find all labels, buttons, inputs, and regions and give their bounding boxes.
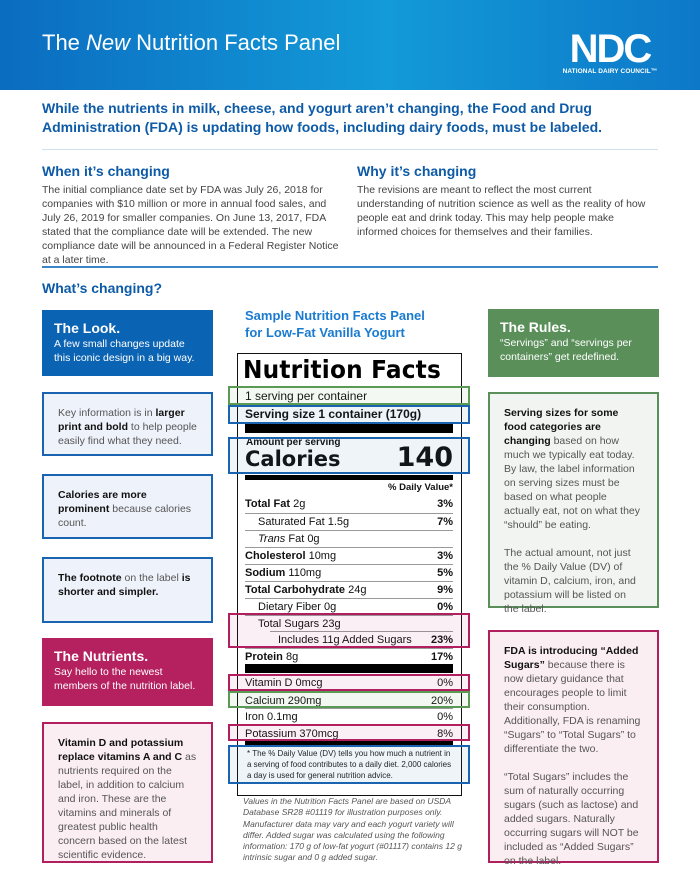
highlight-sugars (228, 613, 470, 648)
daily-value: 0% (437, 600, 453, 613)
daily-value: 0% (437, 677, 453, 689)
the-rules-text: “Servings” and “servings per containers”… (500, 337, 632, 363)
nutrient-row: Protein 8g 17% (245, 648, 453, 664)
nutrient-row: Sodium 110mg 5% (245, 564, 453, 580)
daily-value: 17% (430, 650, 453, 663)
nutrient-name: Total Carbohydrate 24g (245, 583, 367, 596)
nutrient-row: Dietary Fiber 0g 0% (245, 598, 453, 614)
nutrient-row: Cholesterol 10mg 3% (245, 547, 453, 563)
daily-value: 7% (437, 515, 453, 528)
nutrient-name: Cholesterol 10mg (245, 549, 337, 562)
bold-text: Serving sizes for some food categories a… (504, 407, 619, 447)
daily-value: 23% (430, 633, 453, 646)
daily-value-header: % Daily Value* (388, 482, 453, 493)
highlight-calcium (228, 691, 470, 708)
data-source-note: Values in the Nutrition Facts Panel are … (243, 796, 462, 863)
nutrient-name: Iron 0.1mg (245, 710, 298, 723)
divider (42, 266, 658, 268)
the-nutrients-title: The Nutrients. (54, 648, 149, 664)
nutrient-row: Total Carbohydrate 24g 9% (245, 581, 453, 597)
nutrient-row: Saturated Fat 1.5g 7% (245, 513, 453, 529)
bold-text: is shorter and simpler. (58, 572, 191, 598)
daily-value: 9% (437, 583, 453, 596)
the-look-box: The Look. A few small changes update thi… (42, 310, 213, 376)
nutrient-name: Includes 11g Added Sugars (278, 633, 412, 646)
when-text: The initial compliance date set by FDA w… (42, 184, 339, 266)
sample-panel-title: Sample Nutrition Facts Panel for Low-Fat… (245, 308, 425, 340)
highlight-potassium (228, 724, 470, 741)
nutrient-row: Total Fat 2g 3% (245, 496, 453, 512)
the-nutrients-text: Say hello to the newest members of the n… (54, 666, 196, 692)
nutrient-name: Trans Fat 0g (258, 532, 320, 545)
the-rules-title: The Rules. (500, 319, 571, 335)
daily-value: 20% (430, 694, 453, 707)
the-look-title: The Look. (54, 320, 121, 336)
the-look-text: A few small changes update this iconic d… (54, 338, 195, 364)
nutrient-name: Dietary Fiber 0g (258, 600, 337, 613)
nutrient-name: Total Sugars 23g (258, 617, 341, 630)
label-footnote: * The % Daily Value (DV) tells you how m… (247, 749, 452, 780)
intro-text: While the nutrients in milk, cheese, and… (42, 100, 603, 135)
whats-changing-heading: What’s changing? (42, 280, 163, 296)
nutrient-row: Total Sugars 23g (245, 615, 453, 631)
body-text: to help people easily find what they nee… (58, 421, 197, 447)
daily-value: 3% (437, 549, 453, 562)
medium-divider (245, 741, 453, 746)
daily-value: 8% (437, 727, 453, 740)
highlight-footnote (228, 745, 470, 784)
calories-label: Calories (245, 447, 341, 471)
nutrient-name: Protein 8g (245, 650, 299, 663)
page-title: The New Nutrition Facts Panel (42, 30, 341, 55)
highlight-servings (228, 386, 470, 405)
added-sugars-info-box: FDA is introducing “Added Sugars” becaus… (488, 630, 659, 867)
look-info-box: Calories are more prominent because calo… (42, 474, 213, 539)
nutrient-row: Includes 11g Added Sugars 23% (270, 631, 453, 647)
ndc-logo: NDC NATIONAL DAIRY COUNCIL™ (562, 27, 658, 75)
body-text: based on how much we typically eat today… (504, 435, 641, 615)
header-banner (0, 0, 700, 90)
nutrients-info-box: Vitamin D and potassium replace vitamins… (42, 722, 213, 863)
highlight-serving-size (228, 405, 470, 424)
when-heading: When it’s changing (42, 163, 170, 179)
micronutrient-row: Iron 0.1mg 0% (245, 708, 453, 724)
nutrient-name: Total Fat 2g (245, 498, 306, 510)
amount-per-serving: Amount per serving (246, 437, 341, 448)
nutrition-facts-title: Nutrition Facts (243, 355, 442, 384)
thick-divider (245, 424, 453, 433)
nutrient-name: Vitamin D 0mcg (245, 677, 323, 689)
daily-value: 5% (437, 566, 453, 579)
the-rules-box: The Rules. “Servings” and “servings per … (488, 309, 659, 377)
nutrient-name: Sodium 110mg (245, 566, 322, 579)
bold-text: FDA is introducing “Added Sugars” (504, 645, 639, 671)
body-text: because there is now dietary guidance th… (504, 659, 641, 867)
daily-value: 0% (437, 710, 453, 723)
medium-divider (245, 475, 453, 480)
rules-info-box: Serving sizes for some food categories a… (488, 392, 659, 615)
look-info-box: The footnote on the label is shorter and… (42, 557, 213, 623)
body-text: because calories count. (58, 503, 192, 529)
daily-value: 3% (437, 498, 453, 510)
body-text: on the label (121, 572, 182, 584)
why-heading: Why it’s changing (357, 163, 477, 179)
bold-text: Calories are more prominent (58, 489, 147, 515)
thick-divider (245, 664, 453, 673)
body-text: as nutrients required on the label, in a… (58, 751, 197, 861)
bold-text: Vitamin D and potassium replace vitamins… (58, 737, 184, 763)
body-text: Key information is in (58, 407, 156, 419)
calories-value: 140 (396, 442, 453, 473)
nutrient-name: Potassium 370mcg (245, 727, 339, 740)
nutrient-name: Saturated Fat 1.5g (258, 515, 350, 528)
the-nutrients-box: The Nutrients. Say hello to the newest m… (42, 638, 213, 706)
nutrient-name: Calcium 290mg (245, 694, 322, 707)
micronutrient-row: Vitamin D 0mcg 0% (245, 675, 453, 691)
highlight-vitamin-d (228, 674, 470, 691)
divider (42, 149, 658, 150)
bold-text: The footnote (58, 572, 122, 584)
bold-text: larger print and bold (58, 407, 185, 433)
nutrient-row: Trans Fat 0g (245, 530, 453, 546)
why-text: The revisions are meant to reflect the m… (357, 184, 646, 238)
highlight-calories (228, 437, 470, 474)
look-info-box: Key information is in larger print and b… (42, 392, 213, 456)
